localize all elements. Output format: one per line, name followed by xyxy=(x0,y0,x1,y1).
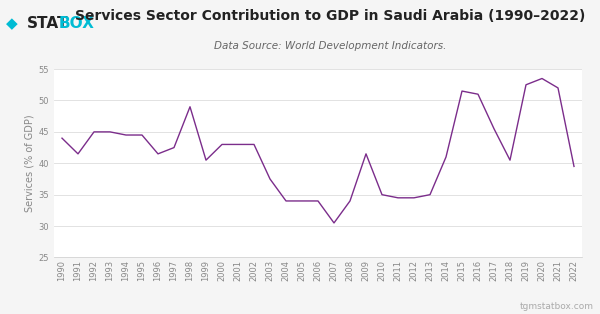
Text: Data Source: World Development Indicators.: Data Source: World Development Indicator… xyxy=(214,41,446,51)
Text: tgmstatbox.com: tgmstatbox.com xyxy=(520,302,594,311)
Text: BOX: BOX xyxy=(58,16,94,31)
Y-axis label: Services (% of GDP): Services (% of GDP) xyxy=(25,115,34,212)
Text: STAT: STAT xyxy=(27,16,68,31)
Text: Services Sector Contribution to GDP in Saudi Arabia (1990–2022): Services Sector Contribution to GDP in S… xyxy=(75,9,585,24)
Text: ◆: ◆ xyxy=(6,16,18,31)
